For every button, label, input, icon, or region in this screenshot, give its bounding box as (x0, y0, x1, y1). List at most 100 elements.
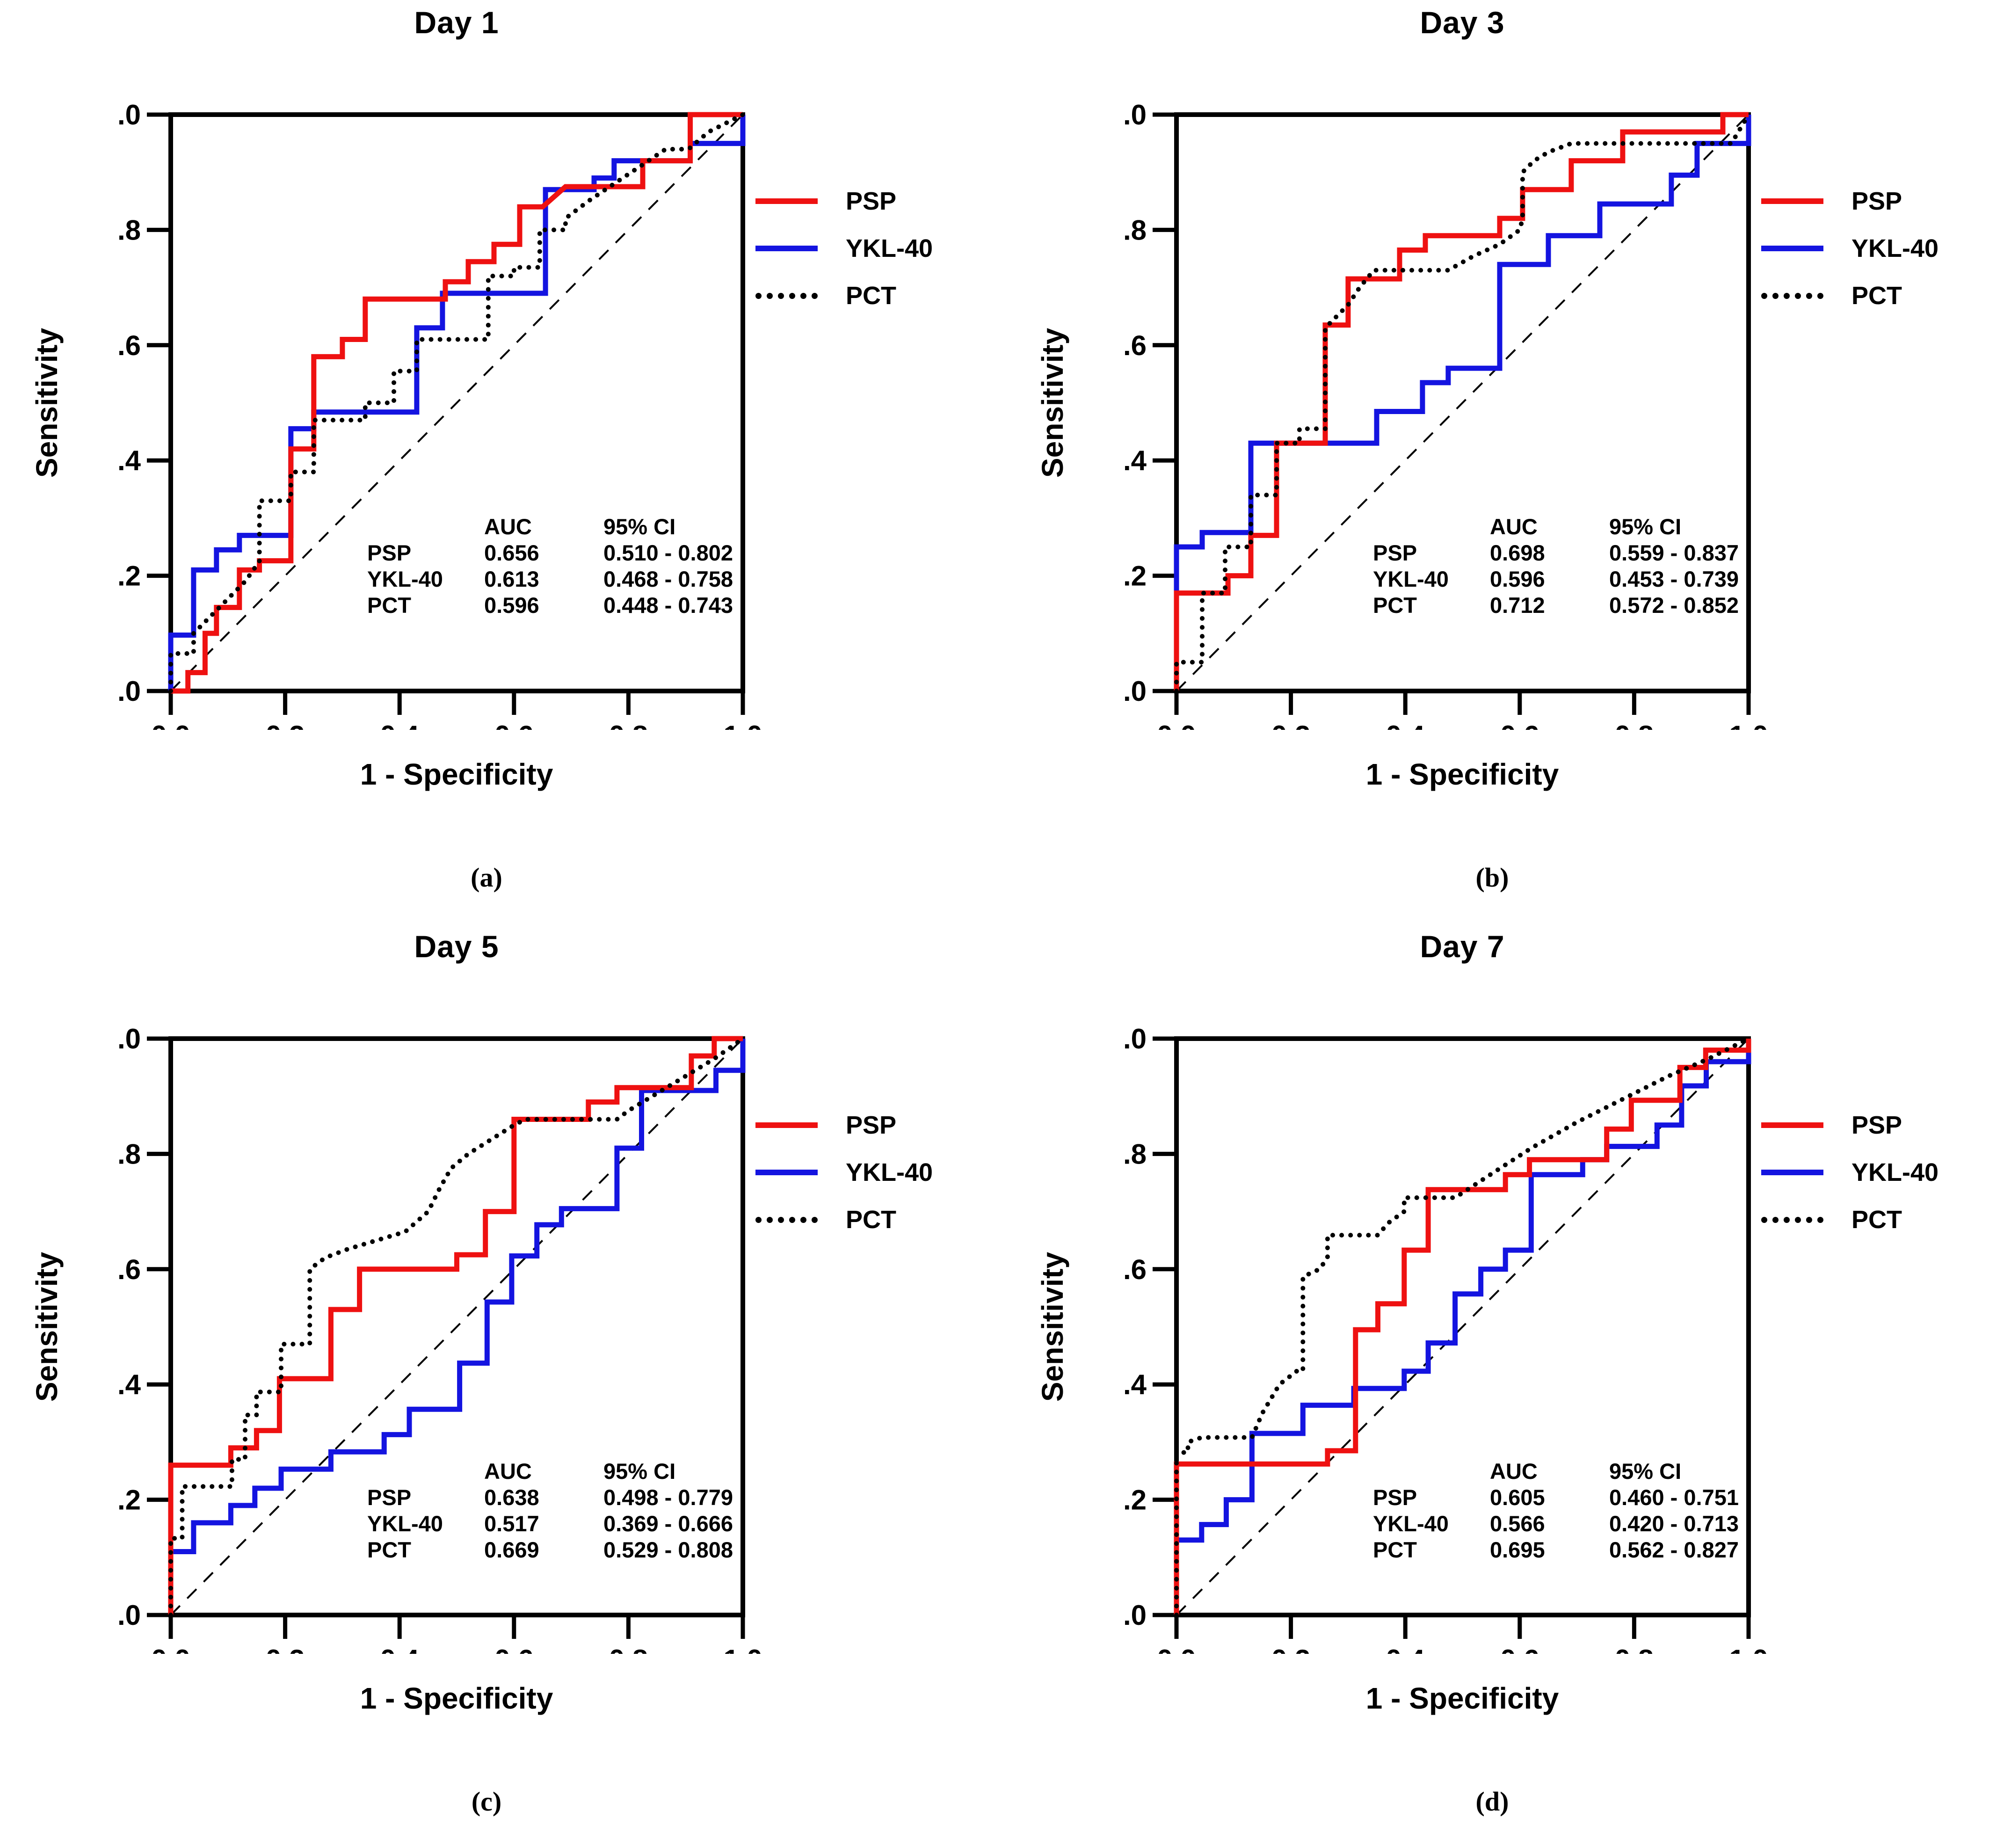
legend-item: YKL-40 (755, 1156, 933, 1189)
panel-day-3: Day 3 Sensitivity 0.00.00.20.20.40.40.60… (1006, 0, 2011, 924)
auc-table-row-name: PCT (1373, 1537, 1417, 1562)
auc-table-auc-value: 0.698 (1490, 540, 1545, 565)
roc-plot: 0.0 0.0 0.2 0.2 0.4 0.4 0.6 0.6 0.8 0.8 1.0 1.0 (1123, 1023, 1768, 1654)
auc-table-header-auc: AUC (1490, 1459, 1538, 1484)
legend-line-sample-pct (755, 1216, 818, 1223)
y-tick-label: 0.4 (1123, 445, 1147, 476)
plot-frame (1174, 1036, 1751, 1617)
x-tick-label: 0.8 (1615, 1644, 1654, 1654)
roc-curve-psp (168, 1036, 743, 1615)
legend: PSP YKL-40 PCT (1761, 1109, 2011, 1259)
roc-curve-ykl40 (1174, 1039, 1751, 1615)
legend: PSP YKL-40 PCT (755, 1109, 1008, 1259)
reference-diagonal (1176, 114, 1750, 692)
legend-item: PCT (1761, 1203, 1902, 1236)
plot-frame (168, 112, 745, 693)
auc-table: AUC 95% CI PSP 0.638 0.498 - 0.779 YKL-40 0.51… (367, 1458, 833, 1563)
auc-table-row-name: PCT (367, 593, 411, 618)
y-tick-label: 0.4 (117, 445, 141, 476)
roc-plot: 0.0 0.0 0.2 0.2 0.4 0.4 0.6 0.6 0.8 0.8 1.0 1.0 (117, 99, 762, 730)
x-tick-label: 0.6 (1500, 720, 1539, 730)
auc-table-row-name: PSP (367, 1485, 412, 1510)
auc-table-ci-value: 0.369 - 0.666 (603, 1511, 733, 1536)
auc-table-ci-value: 0.529 - 0.808 (603, 1537, 733, 1562)
auc-table-auc-value: 0.695 (1490, 1537, 1545, 1562)
legend-item-label: PCT (1851, 282, 1902, 310)
auc-table-auc-value: 0.596 (1490, 567, 1545, 591)
y-tick-label: 0.8 (117, 214, 141, 246)
x-tick-label: 0.6 (1500, 1644, 1539, 1654)
plot-frame (168, 1036, 745, 1617)
legend-item: YKL-40 (1761, 1156, 1938, 1189)
legend-item-label: YKL-40 (846, 234, 933, 262)
auc-table-ci-value: 0.562 - 0.827 (1609, 1537, 1739, 1562)
auc-table-ci-value: 0.572 - 0.852 (1609, 593, 1739, 618)
auc-table-row-name: PSP (1373, 540, 1417, 565)
auc-table-corner (1373, 1458, 1490, 1484)
legend-line-sample-psp (1761, 1122, 1823, 1128)
legend-item: PSP (755, 1109, 896, 1142)
auc-table: AUC 95% CI PSP 0.698 0.559 - 0.837 YKL-40 0.59… (1373, 514, 1838, 618)
legend-item-label: PSP (846, 187, 897, 215)
panel-day-5: Day 5 Sensitivity 0.00.00.20.20.40.40.60… (0, 924, 1005, 1848)
legend-line-sample-pct (1761, 292, 1823, 299)
y-axis-label: Sensitivity (1036, 327, 1069, 478)
x-tick-label: 0.2 (1271, 720, 1310, 730)
y-tick-label: 0.2 (117, 560, 141, 592)
x-tick-label: 0.8 (609, 1644, 648, 1654)
y-tick-label: 0.4 (117, 1369, 141, 1400)
x-tick-label: 0.0 (151, 720, 190, 730)
x-axis-label: 1 - Specificity (1365, 1681, 1559, 1715)
legend-line-sample-ykl40 (1761, 1170, 1823, 1175)
auc-table-ci-value: 0.448 - 0.743 (603, 593, 733, 618)
legend-item-label: YKL-40 (1851, 1158, 1939, 1186)
legend-item: YKL-40 (1761, 232, 1938, 265)
auc-table-ci-value: 0.468 - 0.758 (603, 567, 733, 591)
auc-table-auc-value: 0.517 (484, 1511, 539, 1536)
auc-table-header-auc: AUC (484, 514, 532, 539)
legend-item-label: PCT (846, 282, 896, 310)
legend: PSP YKL-40 PCT (755, 185, 1008, 335)
roc-plot: 0.0 0.0 0.2 0.2 0.4 0.4 0.6 0.6 0.8 0.8 1.0 1.0 (1123, 99, 1768, 730)
x-tick-label: 0.4 (1386, 720, 1425, 730)
y-tick-label: 0.0 (1123, 676, 1147, 707)
auc-table-row-name: YKL-40 (367, 1511, 443, 1536)
legend-item-label: YKL-40 (846, 1158, 933, 1186)
auc-table-corner (367, 1458, 484, 1484)
panel-title: Day 3 (1420, 5, 1505, 40)
y-tick-label: 0.6 (1123, 1254, 1147, 1285)
auc-table-header-ci: 95% CI (603, 1459, 676, 1484)
y-tick-label: 0.8 (1123, 214, 1147, 246)
auc-table-corner (1373, 514, 1490, 540)
panel-title: Day 7 (1420, 929, 1505, 964)
y-tick-label: 1.0 (1123, 1023, 1147, 1055)
auc-table-ci-value: 0.453 - 0.739 (1609, 567, 1739, 591)
roc-curve-pct (168, 112, 745, 693)
roc-curve-psp (171, 112, 743, 694)
x-tick-label: 0.8 (1615, 720, 1654, 730)
auc-table-auc-value: 0.613 (484, 567, 539, 591)
auc-table-row-name: PSP (1373, 1485, 1417, 1510)
auc-table-auc-value: 0.605 (1490, 1485, 1545, 1510)
x-tick-label: 0.4 (380, 720, 419, 730)
x-tick-label: 0.2 (266, 720, 305, 730)
auc-table-row-name: YKL-40 (1373, 1511, 1449, 1536)
y-tick-label: 0.0 (117, 1600, 141, 1631)
auc-table-auc-value: 0.712 (1490, 593, 1545, 618)
auc-table-row-name: YKL-40 (367, 567, 443, 591)
reference-diagonal (1176, 1038, 1750, 1616)
x-tick-label: 1.0 (723, 1644, 762, 1654)
legend-item: PSP (1761, 185, 1902, 218)
auc-table-header-auc: AUC (1490, 514, 1538, 539)
x-tick-label: 0.6 (494, 1644, 533, 1654)
auc-table-header-auc: AUC (484, 1459, 532, 1484)
x-axis-label: 1 - Specificity (1365, 757, 1559, 791)
auc-table-auc-value: 0.669 (484, 1537, 539, 1562)
x-tick-label: 0.0 (151, 1644, 190, 1654)
x-axis-label: 1 - Specificity (360, 757, 553, 791)
y-tick-label: 0.2 (1123, 1484, 1147, 1516)
legend-item-label: PSP (846, 1111, 897, 1139)
y-tick-label: 1.0 (117, 1023, 141, 1055)
auc-table-auc-value: 0.638 (484, 1485, 539, 1510)
roc-curve-pct (1174, 112, 1751, 693)
